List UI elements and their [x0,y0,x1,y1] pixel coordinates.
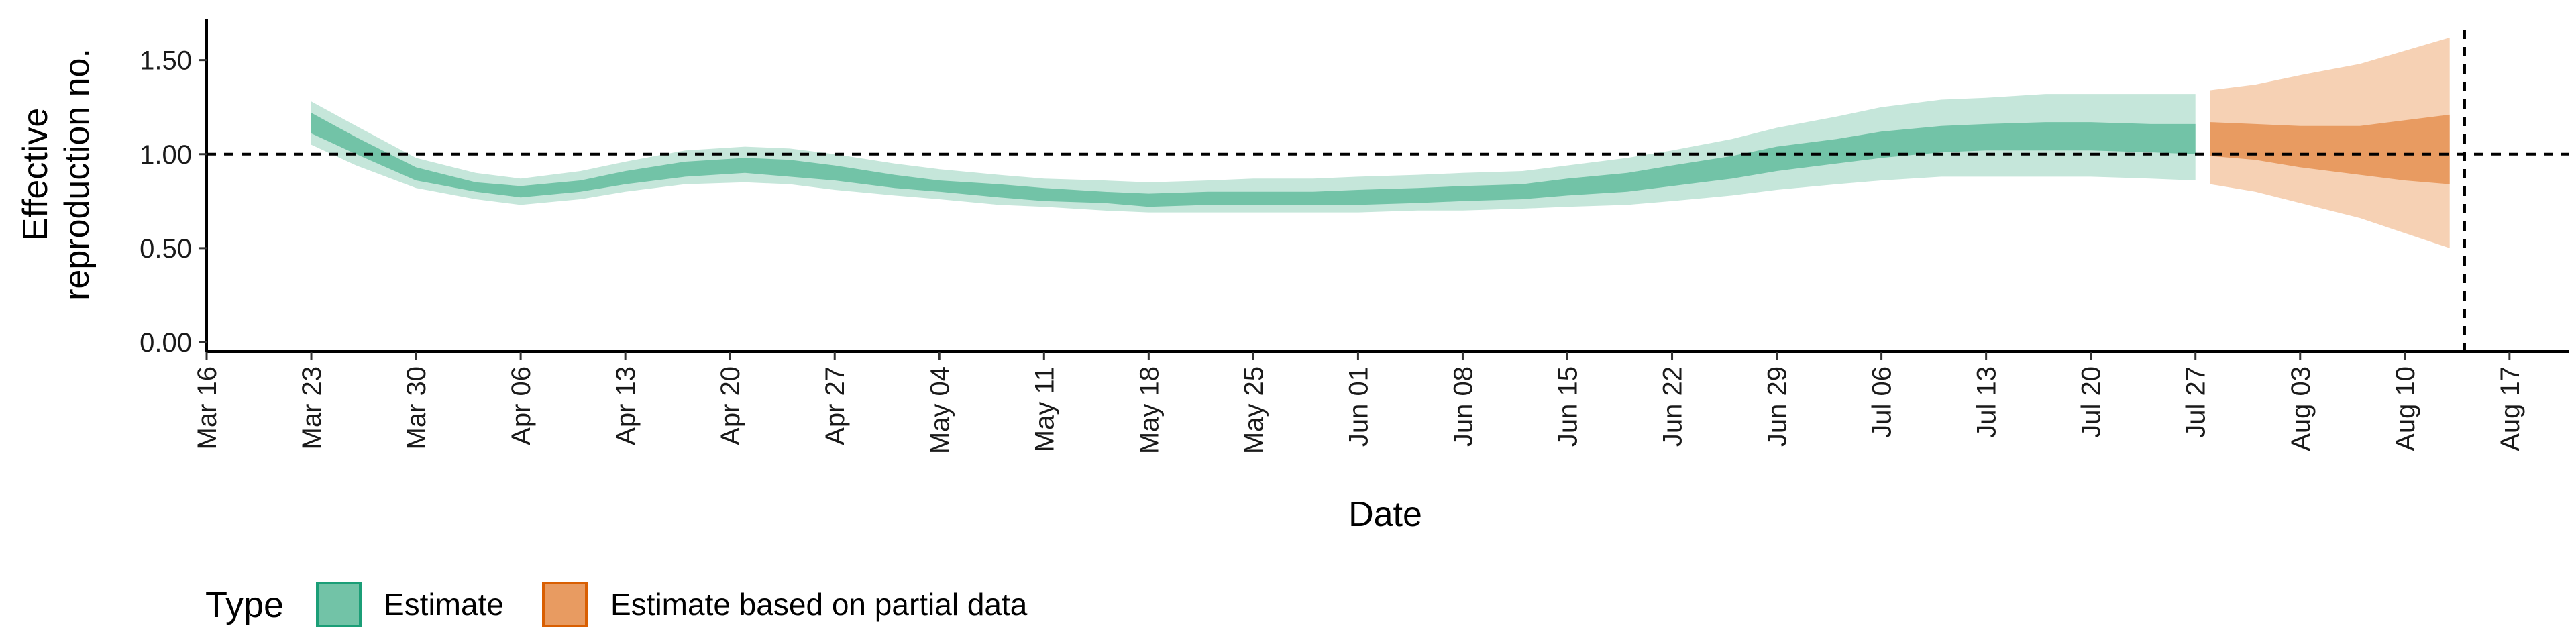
y-tick-label: 0.00 [140,328,192,358]
x-tick-label: Jun 08 [1449,366,1479,447]
x-tick-label: Jun 01 [1344,366,1373,447]
legend-label-partial: Estimate based on partial data [610,587,1028,622]
x-tick-label: Mar 23 [297,366,327,450]
y-tick-label: 0.50 [140,234,192,264]
x-tick-label: Jul 06 [1868,366,1897,438]
x-tick-label: Apr 20 [716,366,745,445]
x-tick-label: Jun 15 [1554,366,1583,447]
band-50-estimate [311,113,2196,207]
band-50-partial [2210,114,2450,184]
y-tick-label: 1.00 [140,140,192,170]
y-tick-label: 1.50 [140,46,192,76]
x-tick-label: Jun 29 [1763,366,1792,447]
x-tick-label: Mar 30 [402,366,431,450]
legend-key-estimate [316,582,362,627]
x-tick-label: May 04 [925,366,955,454]
x-tick-label: Aug 10 [2391,366,2420,451]
x-tick-label: Apr 06 [506,366,536,445]
chart-bands [311,38,2450,248]
x-axis-title: Date [1348,495,1422,534]
x-tick-label: Apr 27 [820,366,850,445]
x-tick-label: May 25 [1239,366,1269,454]
x-tick-label: Jul 27 [2182,366,2211,438]
x-tick-label: Apr 13 [611,366,641,445]
band-90-estimate [311,94,2196,213]
x-tick-label: May 11 [1030,366,1059,452]
legend-key-partial [542,582,588,627]
x-tick-label: Jun 22 [1658,366,1688,447]
reference-lines [207,30,2569,352]
x-tick-label: Jul 20 [2077,366,2106,438]
x-tick-label: Mar 16 [193,366,222,450]
x-tick-label: May 18 [1134,366,1164,454]
x-tick-label: Aug 03 [2286,366,2316,451]
legend-label-estimate: Estimate [384,587,504,622]
x-tick-label: Jul 13 [1972,366,2002,438]
y-axis-title-line-2: reproduction no. [58,48,97,301]
axes: 0.00 0.50 1.00 1.50 Mar 16 Mar 23 Mar 30 Apr 06… [140,19,2569,454]
legend: Type Estimate Estimate based on partial … [205,582,1028,627]
legend-title: Type [205,585,284,625]
y-axis-title: Effective reproduction no. [16,48,97,301]
y-axis-title-line-1: Effective [16,108,55,241]
x-tick-label: Aug 17 [2496,366,2525,451]
